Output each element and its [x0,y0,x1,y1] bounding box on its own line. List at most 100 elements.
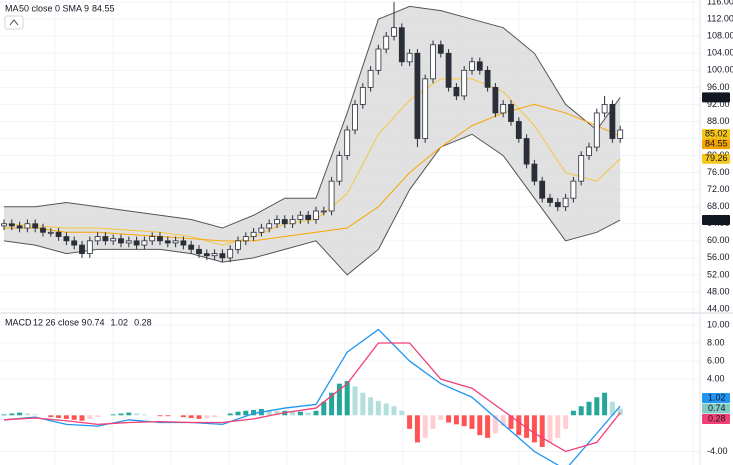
histogram-bar [126,412,132,416]
candle-body [71,240,78,246]
price-badge-label: 64.88 [705,214,728,224]
candle-body [118,238,124,244]
candle-body [383,35,390,50]
histogram-bar [477,415,483,436]
price-badge [702,139,730,150]
histogram-bar [9,413,15,416]
histogram-bar [63,415,69,419]
y-tick-label: 100.00 [707,65,733,75]
candle-body [281,219,288,225]
histogram-bar [578,406,584,416]
y-tick-label: 104.00 [707,48,733,58]
candle-body [531,163,538,182]
y-tick-label: 76.00 [707,167,730,177]
candle-body [180,240,187,246]
histogram-bar [446,415,452,423]
histogram-bar [212,415,218,418]
histogram-bar [555,415,561,438]
price-badge-label: 84.55 [705,139,728,149]
histogram-bar [500,415,506,427]
candle-body [586,146,592,156]
histogram-bar [87,415,93,419]
overlay-line [4,103,621,242]
candle-body [32,223,39,229]
y-tick-label: 6.00 [707,355,725,365]
y-tick-label: 116.00 [707,0,733,7]
candle-body [110,238,117,242]
y-tick-label: 10.00 [707,319,730,329]
histogram-bar [492,415,498,434]
histogram-bar [414,415,420,443]
candle-body [94,236,101,242]
y-tick-label: 112.00 [707,14,733,24]
price-badge-label: 93.64 [705,92,728,102]
candle-body [515,121,522,139]
indicator-params: 50 close 0 SMA 9 [19,3,89,13]
candle-body [609,104,616,139]
histogram-bar [110,414,116,416]
candle-body [79,244,85,255]
legend-value: 0.74 [87,317,105,327]
candle-body [336,155,343,182]
candle-body [328,180,335,212]
candle-body [313,210,319,220]
price-badge [702,153,730,164]
histogram-bar [609,401,615,416]
histogram-bar [118,413,124,416]
candle-body [47,231,54,234]
candle-body [554,202,561,208]
histogram-bar [17,412,23,416]
candle-body [235,240,241,250]
candle-body [453,86,460,97]
candle-body [352,104,358,131]
price-badge [702,215,730,226]
histogram-bar [266,409,272,416]
histogram-bar [180,415,186,418]
candle-body [149,236,156,242]
histogram-bar [251,409,257,416]
candle-body [188,244,195,250]
y-tick-label: -4.00 [707,446,728,456]
candle-body [305,214,312,220]
histogram-bar [71,415,77,420]
histogram-bar [157,415,163,417]
candle-body [102,236,109,242]
macd-badge-label: 0.74 [708,403,726,413]
histogram-bar [336,383,342,416]
histogram-bar [368,397,374,416]
candle-body [492,86,499,114]
candle-body [196,248,202,255]
histogram-bar [352,386,358,416]
candle-body [476,61,483,71]
candle-body [547,197,553,203]
histogram-bar [407,415,413,429]
y-tick-label: 56.00 [707,252,730,262]
histogram-bar [508,415,514,429]
candle-body [445,52,452,88]
candle-body [164,240,171,244]
histogram-bar [235,411,241,416]
y-tick-label: 96.00 [707,82,730,92]
histogram-bar [204,415,210,419]
candle-body [500,104,507,114]
macd-badge [702,414,730,424]
candle-body [172,240,179,244]
candle-body [359,86,366,105]
histogram-bar [321,401,327,416]
candle-body [141,240,148,246]
histogram-bar [375,400,381,416]
candle-body [227,248,234,259]
y-tick-label: 72.00 [707,184,730,194]
indicator-name: MACD [5,317,32,327]
histogram-bar [188,415,194,419]
candle-body [367,69,374,88]
candle-body [406,52,413,63]
candle-body [40,227,46,233]
collapse-button[interactable] [4,15,24,30]
histogram-bar [360,392,366,416]
histogram-bar [141,414,147,416]
histogram-bar [79,415,85,421]
candle-body [157,236,163,242]
candle-body [469,61,475,71]
candle-body [86,240,93,255]
